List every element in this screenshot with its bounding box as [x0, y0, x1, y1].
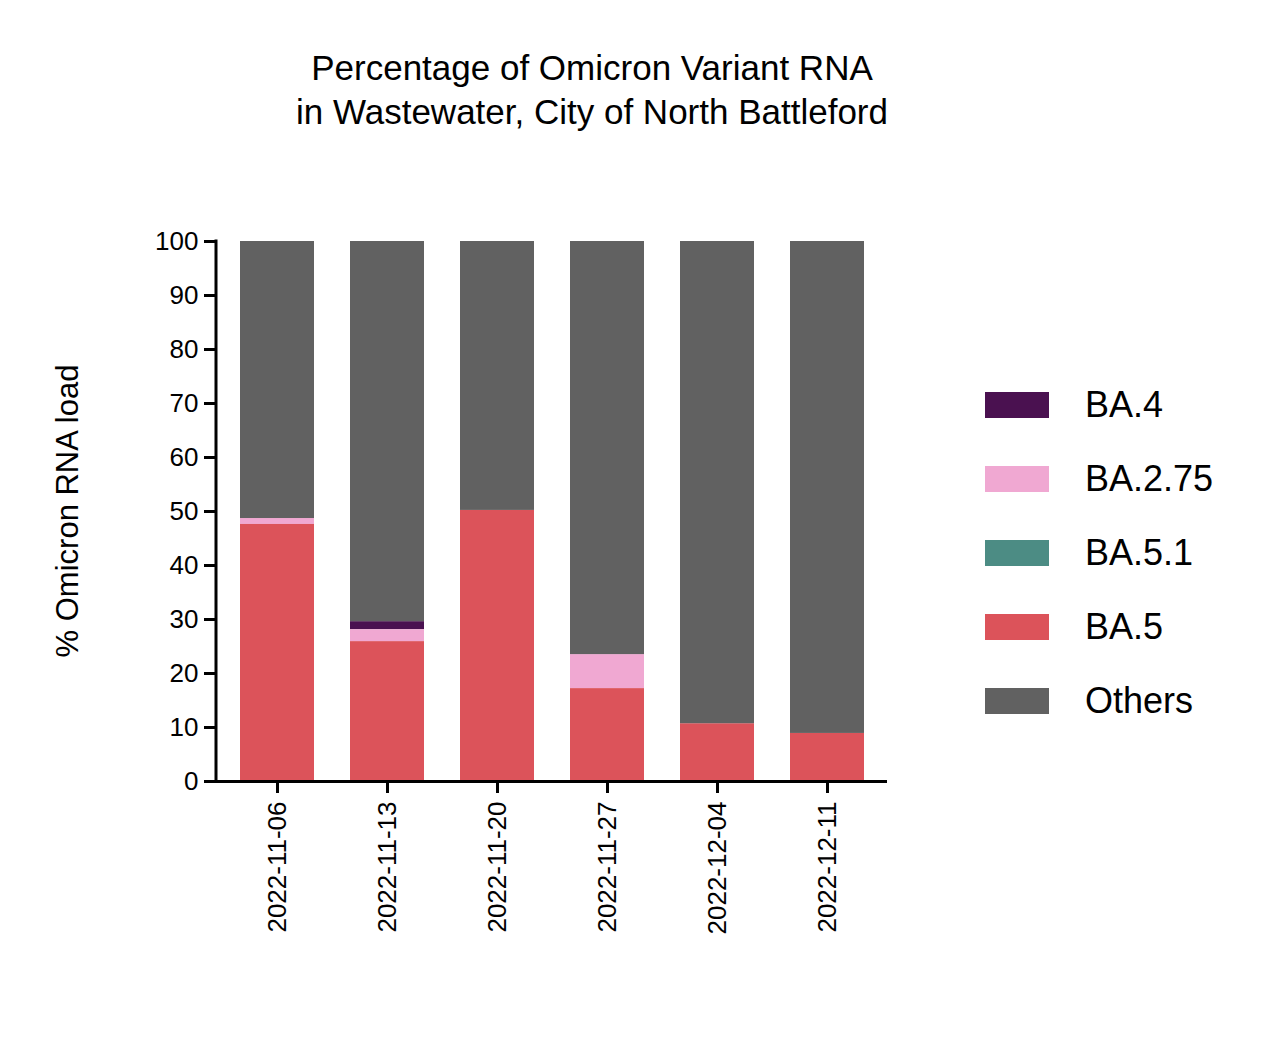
svg-text:2022-12-04: 2022-12-04 — [702, 802, 732, 935]
svg-text:70: 70 — [170, 388, 199, 418]
html-text:Percentage of Omicron Variant: Percentage of Omicron Variant RNA in Was… — [296, 48, 888, 131]
svg-text:% Omicron RNA load: % Omicron RNA load — [50, 365, 85, 658]
html-text:BA.5: BA.5 — [1085, 606, 1163, 647]
svg-text:100: 100 — [155, 226, 198, 256]
svg-text:2022-11-06: 2022-11-06 — [262, 802, 292, 933]
svg-text:90: 90 — [170, 280, 199, 310]
html-text:BA.4: BA.4 — [1085, 384, 1163, 425]
svg-text:0: 0 — [184, 766, 198, 796]
html-text:BA.2.75: BA.2.75 — [1085, 458, 1214, 499]
html-text:Others: Others — [1085, 680, 1193, 721]
svg-text:60: 60 — [170, 442, 199, 472]
svg-text:2022-12-11: 2022-12-11 — [812, 802, 842, 933]
svg-text:40: 40 — [170, 550, 199, 580]
svg-text:80: 80 — [170, 334, 199, 364]
svg-text:20: 20 — [170, 658, 199, 688]
svg-text:2022-11-13: 2022-11-13 — [372, 802, 402, 933]
html-text:BA.5.1: BA.5.1 — [1085, 532, 1194, 573]
svg-text:10: 10 — [170, 712, 199, 742]
svg-text:50: 50 — [170, 496, 199, 526]
svg-text:30: 30 — [170, 604, 199, 634]
svg-text:2022-11-20: 2022-11-20 — [482, 802, 512, 933]
svg-text:2022-11-27: 2022-11-27 — [592, 802, 622, 933]
